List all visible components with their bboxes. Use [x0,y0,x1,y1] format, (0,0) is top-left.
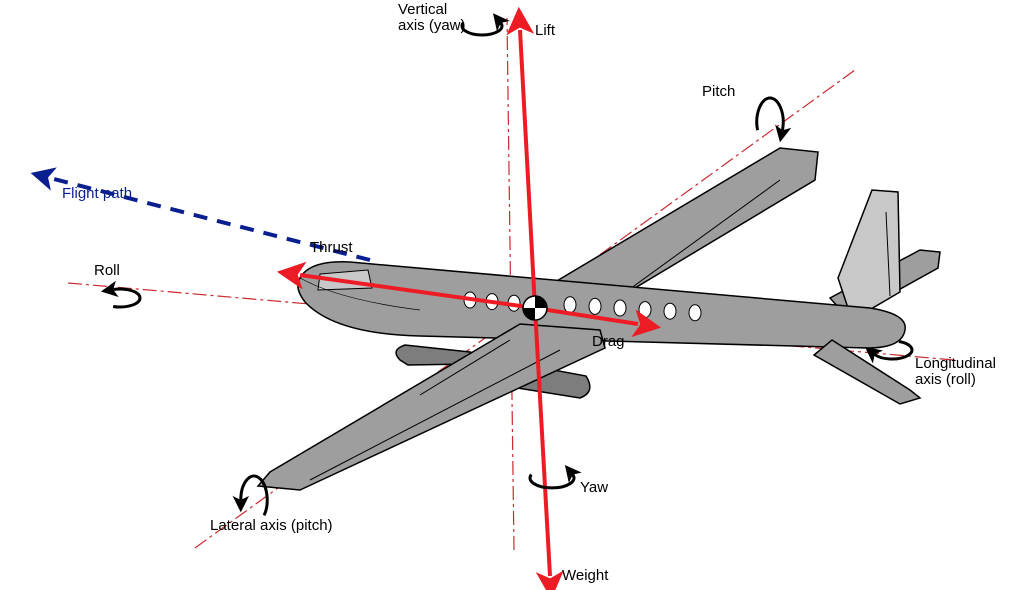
roll-rotation-arrow [113,289,140,307]
lift-force-arrow [520,30,535,308]
thrust-label: Thrust [310,239,353,256]
longitudinal-axis-label-1: Longitudinal [915,355,996,372]
vertical-axis-rotation-arrow [462,23,502,35]
pitch-rotation-arrow [757,98,783,130]
yaw-label: Yaw [580,479,608,496]
vertical-axis-label-1: Vertical [398,1,447,18]
roll-label: Roll [94,262,120,279]
drag-label: Drag [592,333,625,350]
longitudinal-axis-label-2: axis (roll) [915,371,976,388]
vertical-axis-label-2: axis (yaw) [398,17,466,34]
lift-label: Lift [535,22,556,39]
yaw-rotation-arrow [530,475,574,488]
diagram-canvas: Lift Weight Thrust Drag Verticalaxis (yaw) Lo… [0,0,1024,590]
pitch-label: Pitch [702,83,735,100]
lateral-axis-rotation-arrow [241,476,267,515]
center-of-gravity-icon [523,296,547,320]
weight-label: Weight [562,567,609,584]
flight-path-label: Flight path [62,185,132,202]
lateral-axis-label: Lateral axis (pitch) [210,517,333,534]
